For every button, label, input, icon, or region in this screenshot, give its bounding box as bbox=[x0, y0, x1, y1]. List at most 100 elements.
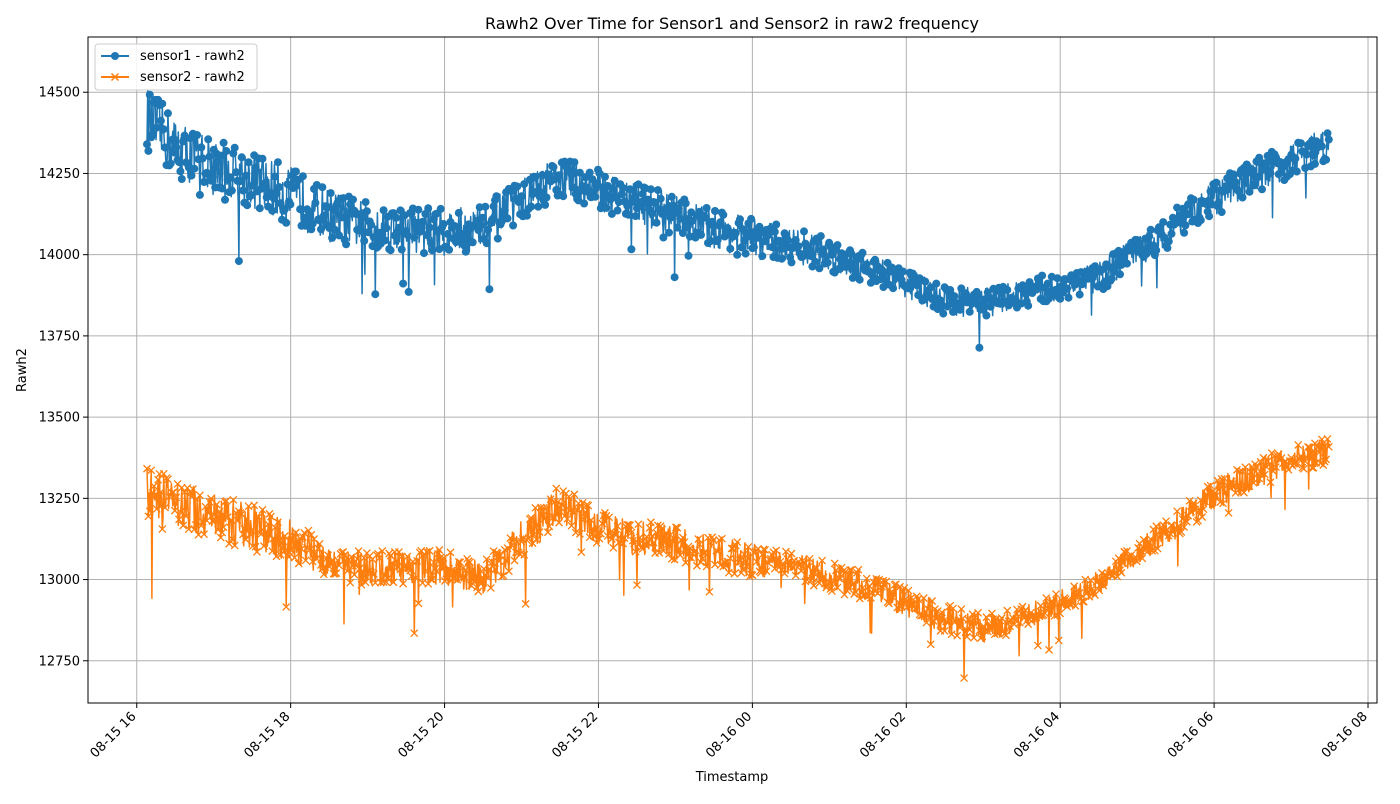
data-point bbox=[971, 297, 980, 306]
data-point bbox=[567, 521, 576, 530]
data-point bbox=[787, 258, 796, 267]
data-point bbox=[673, 223, 682, 232]
data-point bbox=[1212, 178, 1221, 187]
data-point bbox=[1322, 455, 1331, 464]
data-point bbox=[457, 574, 466, 583]
data-point bbox=[397, 245, 406, 254]
data-point bbox=[889, 284, 898, 293]
data-point bbox=[541, 514, 550, 523]
data-point bbox=[555, 171, 563, 180]
data-point bbox=[422, 231, 431, 239]
data-point bbox=[411, 218, 420, 227]
data-point bbox=[770, 227, 779, 236]
data-point bbox=[972, 618, 981, 627]
data-point bbox=[1238, 193, 1247, 202]
data-point bbox=[585, 168, 594, 177]
x-tick-label: 08-16 06 bbox=[1165, 709, 1217, 761]
data-point bbox=[257, 530, 266, 539]
data-point bbox=[651, 198, 660, 207]
data-point bbox=[791, 236, 800, 245]
data-point bbox=[381, 236, 389, 245]
data-point bbox=[1249, 478, 1258, 487]
data-point bbox=[308, 219, 317, 228]
data-point bbox=[481, 202, 490, 211]
y-tick-label: 14250 bbox=[39, 167, 80, 182]
data-point bbox=[1003, 286, 1012, 294]
data-point bbox=[694, 535, 703, 544]
data-point bbox=[756, 568, 765, 577]
data-point bbox=[486, 583, 495, 592]
data-point bbox=[569, 183, 577, 192]
data-point bbox=[1063, 284, 1072, 293]
data-point bbox=[237, 153, 246, 162]
data-point bbox=[388, 559, 396, 567]
data-point bbox=[812, 563, 821, 572]
data-point bbox=[731, 229, 740, 237]
y-tick-label: 13000 bbox=[39, 573, 80, 588]
data-point bbox=[485, 285, 494, 294]
data-point bbox=[259, 542, 268, 551]
x-tick-label: 08-16 04 bbox=[1011, 709, 1063, 761]
data-point bbox=[349, 561, 357, 570]
data-point bbox=[617, 535, 626, 543]
data-point bbox=[783, 235, 792, 244]
data-point bbox=[1064, 293, 1073, 302]
data-point bbox=[1173, 507, 1182, 516]
data-point bbox=[360, 553, 369, 562]
data-point bbox=[492, 192, 501, 201]
data-point bbox=[454, 557, 463, 566]
data-point bbox=[389, 578, 398, 587]
data-point bbox=[1199, 505, 1208, 514]
data-point bbox=[404, 564, 413, 573]
data-point bbox=[1195, 507, 1204, 516]
data-point bbox=[145, 507, 154, 516]
data-point bbox=[847, 249, 856, 258]
data-point bbox=[1265, 460, 1273, 469]
data-point bbox=[258, 154, 267, 163]
data-point bbox=[833, 583, 842, 592]
data-point bbox=[232, 168, 241, 177]
data-point bbox=[197, 143, 206, 152]
data-point bbox=[233, 516, 242, 525]
data-point bbox=[674, 544, 683, 553]
data-point bbox=[733, 538, 742, 546]
data-point bbox=[797, 566, 806, 575]
data-point bbox=[990, 630, 999, 639]
data-point bbox=[163, 475, 172, 484]
data-point bbox=[465, 558, 474, 567]
data-point bbox=[1291, 154, 1300, 163]
data-point bbox=[149, 482, 158, 491]
data-point bbox=[280, 205, 289, 214]
data-point bbox=[823, 258, 832, 267]
data-point bbox=[795, 560, 804, 569]
data-point bbox=[612, 530, 621, 539]
data-point bbox=[662, 528, 671, 537]
data-point bbox=[283, 180, 292, 189]
data-point bbox=[939, 309, 948, 318]
data-point bbox=[982, 311, 991, 320]
data-point bbox=[471, 571, 480, 580]
data-point bbox=[311, 198, 320, 207]
data-point bbox=[701, 548, 710, 557]
data-point bbox=[328, 233, 337, 242]
data-point bbox=[885, 599, 893, 608]
data-point bbox=[227, 186, 236, 195]
data-point bbox=[1070, 582, 1079, 591]
data-point bbox=[427, 239, 435, 248]
data-point bbox=[399, 279, 408, 288]
data-point bbox=[619, 184, 628, 193]
data-point bbox=[1088, 584, 1097, 593]
data-point bbox=[559, 192, 568, 201]
data-point bbox=[678, 229, 687, 237]
data-point bbox=[1185, 210, 1194, 218]
data-point bbox=[953, 631, 962, 640]
data-point bbox=[858, 248, 867, 257]
data-point bbox=[649, 538, 658, 547]
data-point bbox=[925, 613, 934, 622]
data-point bbox=[237, 510, 246, 519]
data-point bbox=[601, 172, 609, 181]
data-point bbox=[1038, 271, 1047, 280]
data-point bbox=[477, 579, 486, 588]
data-point bbox=[523, 211, 531, 220]
data-point bbox=[841, 567, 850, 576]
